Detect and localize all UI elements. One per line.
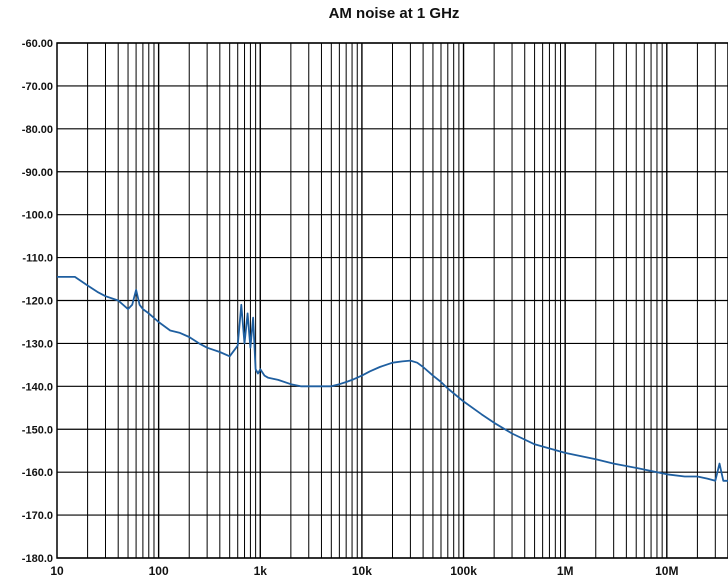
- y-axis-tick-labels: -60.00 -70.00 -80.00 -90.00 -100.0 -110.0 -120…: [22, 38, 53, 565]
- x-tick-label: 10k: [352, 564, 372, 578]
- x-axis-tick-labels: 10 100 1k 10k 100k 1M 10M: [50, 564, 678, 578]
- y-tick-label: -70.00: [22, 81, 53, 93]
- x-gridlines: [87, 43, 728, 558]
- y-tick-label: -60.00: [22, 38, 53, 50]
- y-tick-label: -90.00: [22, 167, 53, 179]
- y-tick-label: -100.0: [22, 210, 53, 222]
- series-group: [57, 275, 728, 482]
- y-tick-label: -170.0: [22, 510, 53, 522]
- y-tick-label: -80.00: [22, 124, 53, 136]
- x-tick-label: 100k: [450, 564, 477, 578]
- y-tick-label: -180.0: [22, 553, 53, 565]
- x-tick-label: 10M: [655, 564, 678, 578]
- x-tick-label: 100: [149, 564, 169, 578]
- y-tick-label: -120.0: [22, 296, 53, 308]
- x-tick-label: 10: [50, 564, 64, 578]
- y-tick-label: -110.0: [22, 253, 53, 265]
- chart-title: AM noise at 1 GHz: [329, 5, 460, 22]
- y-tick-label: -130.0: [22, 338, 53, 350]
- y-tick-label: -150.0: [22, 424, 53, 436]
- y-tick-label: -160.0: [22, 467, 53, 479]
- y-tick-label: -140.0: [22, 381, 53, 393]
- plot-frame: [56, 42, 728, 559]
- x-tick-label: 1k: [254, 564, 268, 578]
- series-line: [57, 275, 728, 482]
- x-tick-label: 1M: [557, 564, 574, 578]
